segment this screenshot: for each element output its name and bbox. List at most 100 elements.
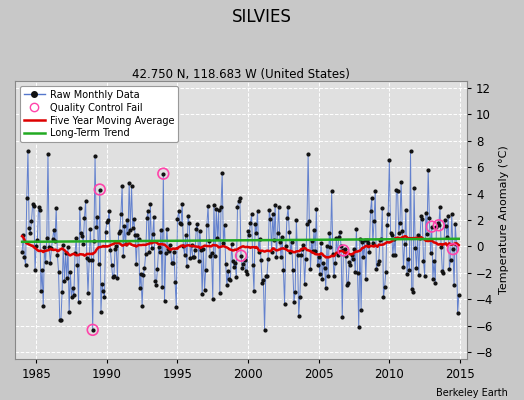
Point [399, 264, 408, 271]
Point [176, 220, 184, 226]
Point [28, 201, 37, 208]
Point [80, 214, 89, 221]
Point [69, 285, 77, 292]
Point [27, 218, 36, 224]
Point [140, 265, 149, 272]
Point [85, 256, 93, 263]
Point [430, 258, 438, 264]
Point [122, 241, 130, 247]
Point [315, 271, 324, 277]
Point [409, 288, 417, 295]
Point [331, 260, 340, 266]
Point [184, 212, 192, 219]
Point [41, 258, 50, 265]
Point [410, 184, 418, 191]
Point [78, 232, 86, 239]
Point [52, 204, 60, 211]
Point [376, 237, 384, 244]
Point [84, 290, 92, 296]
Point [336, 229, 344, 236]
Point [89, 327, 97, 333]
Point [148, 231, 157, 238]
Point [89, 327, 97, 333]
Point [75, 205, 84, 211]
Point [113, 275, 122, 282]
Point [290, 298, 298, 305]
Point [60, 278, 69, 284]
Point [396, 220, 404, 226]
Point [216, 290, 224, 296]
Point [173, 216, 182, 222]
Point [302, 255, 310, 262]
Point [181, 232, 190, 238]
Point [125, 179, 134, 186]
Point [314, 254, 323, 260]
Point [305, 218, 313, 224]
Point [294, 313, 303, 319]
Point [81, 198, 90, 204]
Point [329, 251, 337, 258]
Point [51, 238, 59, 244]
Point [127, 183, 136, 190]
Point [156, 249, 164, 255]
Point [39, 303, 48, 309]
Text: SILVIES: SILVIES [232, 8, 292, 26]
Point [374, 260, 382, 267]
Point [444, 212, 452, 219]
Point [162, 226, 171, 232]
Point [121, 222, 129, 229]
Point [395, 230, 403, 236]
Point [239, 260, 247, 267]
Point [157, 226, 165, 233]
Point [243, 271, 251, 277]
Point [272, 254, 280, 261]
Point [265, 207, 274, 213]
Point [150, 214, 158, 220]
Point [54, 269, 63, 275]
Point [433, 220, 442, 226]
Point [135, 236, 143, 242]
Point [112, 243, 121, 249]
Point [238, 264, 246, 271]
Point [133, 232, 141, 239]
Point [24, 148, 32, 154]
Point [71, 250, 79, 256]
Point [313, 262, 322, 268]
Point [310, 227, 318, 233]
Point [251, 221, 259, 227]
Point [26, 230, 35, 236]
Point [411, 245, 419, 251]
Point [333, 252, 342, 258]
Point [186, 254, 194, 261]
Point [205, 238, 213, 244]
Point [118, 183, 126, 189]
Point [284, 204, 292, 210]
Point [31, 267, 39, 273]
Point [255, 248, 263, 255]
Point [429, 276, 437, 282]
Point [443, 234, 451, 240]
Point [227, 241, 236, 248]
Point [353, 270, 362, 276]
Point [172, 304, 180, 310]
Point [50, 226, 58, 233]
Point [132, 260, 140, 267]
Point [143, 215, 151, 222]
Point [420, 273, 429, 279]
Point [61, 250, 70, 257]
Point [147, 245, 156, 252]
Point [256, 236, 264, 243]
Point [159, 170, 168, 177]
Point [434, 222, 443, 228]
Point [386, 230, 395, 236]
Point [303, 221, 311, 227]
Point [371, 187, 379, 194]
Point [228, 258, 237, 264]
Point [200, 287, 209, 294]
Point [53, 251, 62, 258]
Point [237, 252, 245, 259]
Point [74, 299, 83, 305]
Point [103, 219, 111, 225]
Point [236, 194, 244, 201]
Point [289, 267, 297, 273]
